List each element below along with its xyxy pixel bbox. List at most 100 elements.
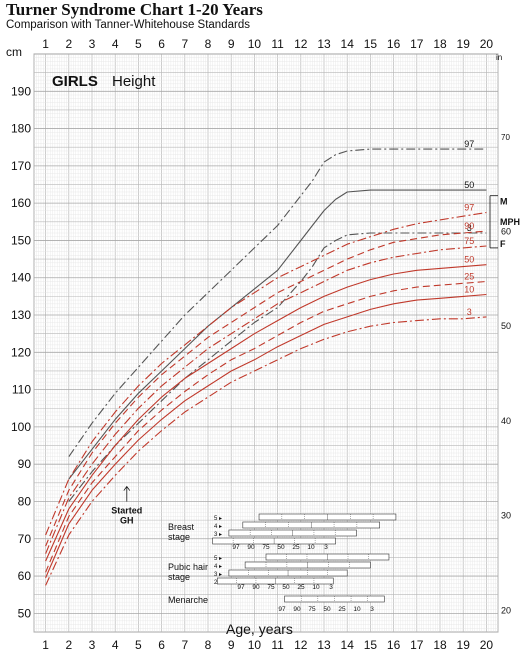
normal-series-p3 [68,232,487,502]
normal-series-p97 [68,148,487,458]
y-tick-label-in: 30 [501,511,511,521]
y-tick-label-cm: 160 [11,196,31,210]
panel-label-height: Height [112,73,156,90]
stage-label-2: stage [168,532,190,542]
stage-row-label: 4 ▸ [214,564,222,570]
stage-row-label: 3 ▸ [214,532,222,538]
x-tick-label-top: 16 [387,37,401,51]
menarche-percentile-label: 75 [308,606,316,613]
stage-label: Breast [168,522,195,532]
stage-percentile-label: 50 [277,544,285,551]
y-tick-label-cm: 90 [18,457,32,471]
y-tick-label-in: 50 [501,321,511,331]
stage-percentile-label: 10 [307,544,315,551]
x-tick-label-bottom: 16 [387,638,401,652]
x-tick-label-bottom: 10 [248,638,262,652]
turner-series-p10 [45,293,487,579]
x-tick-label-top: 2 [65,37,72,51]
turner-series-p97 [45,211,487,536]
x-tick-label-bottom: 4 [112,638,119,652]
stage-percentile-label: 10 [312,584,320,591]
x-tick-label-bottom: 3 [89,638,96,652]
x-tick-label-bottom: 11 [271,638,284,652]
x-tick-label-top: 1 [42,37,49,51]
turner-label-p10: 10 [464,285,474,295]
stage-percentile-label: 97 [232,544,240,551]
x-tick-label-top: 4 [112,37,119,51]
grid [33,53,499,633]
x-tick-label-top: 20 [480,37,494,51]
y-tick-label-cm: 190 [11,84,31,98]
x-tick-label-bottom: 20 [480,638,494,652]
x-tick-label-top: 19 [457,37,471,51]
turner-series-p90 [45,230,487,547]
y-tick-label-cm: 70 [18,532,32,546]
axes: 1122334455667788991010111112121313141415… [11,37,511,652]
y-tick-label-cm: 80 [18,494,32,508]
menarche-percentile-label: 90 [293,606,301,613]
turner-label-p90: 90 [464,221,474,231]
x-tick-label-bottom: 15 [364,638,378,652]
y-axis-label-in: in [496,53,502,62]
stage-percentile-label: 25 [292,544,300,551]
started-gh-arrowhead [123,485,131,491]
x-tick-label-top: 15 [364,37,378,51]
y-tick-label-cm: 140 [11,271,31,285]
y-tick-label-cm: 50 [18,606,32,620]
turner-series-p75 [45,245,487,554]
turner-series-p25 [45,280,487,573]
x-tick-label-top: 17 [410,37,424,51]
y-axis-label-cm: cm [6,45,22,59]
stage-percentile-label: 90 [247,544,255,551]
stage-row-label: 5 ▸ [214,556,222,562]
x-tick-label-bottom: 6 [158,638,165,652]
x-tick-label-top: 5 [135,37,142,51]
normal-series-p50 [68,189,487,480]
menarche-percentile-label: 50 [323,606,331,613]
stage-percentile-label: 50 [282,584,290,591]
stage-percentile-label: 3 [329,584,333,591]
percentile-labels: 97 50 3 97 90 75 50 25 10 3 M MPH F [464,139,520,317]
turner-label-p97: 97 [464,202,474,212]
x-tick-label-top: 3 [89,37,96,51]
turner-series-p50 [45,264,487,562]
x-tick-label-bottom: 14 [341,638,355,652]
y-tick-label-cm: 130 [11,308,31,322]
turner-label-p3: 3 [467,307,472,317]
x-tick-label-bottom: 19 [457,638,471,652]
turner-label-p25: 25 [464,271,474,281]
x-tick-label-top: 7 [181,37,188,51]
x-tick-label-top: 10 [248,37,262,51]
x-tick-label-top: 18 [433,37,447,51]
stage-percentile-label: 75 [262,544,270,551]
menarche-percentile-label: 97 [278,606,286,613]
x-axis-label: Age, years [226,621,293,637]
stage-row-label: 4 ▸ [214,524,222,530]
side-label-mph: MPH [500,217,520,227]
chart-subtitle: Comparison with Tanner-Whitehouse Standa… [6,19,250,31]
panel-label-girls: GIRLS [52,73,98,90]
x-tick-label-top: 14 [341,37,355,51]
x-tick-label-top: 9 [228,37,235,51]
normal-label-p3: 3 [467,223,472,233]
turner-series-p3 [45,316,487,586]
stage-label-2: stage [168,572,190,582]
turner-label-p50: 50 [464,255,474,265]
x-tick-label-bottom: 17 [410,638,424,652]
stage-percentile-label: 3 [324,544,328,551]
x-tick-label-top: 8 [205,37,212,51]
y-tick-label-cm: 170 [11,159,31,173]
x-tick-label-bottom: 7 [181,638,188,652]
x-tick-label-top: 12 [294,37,308,51]
x-tick-label-bottom: 13 [317,638,331,652]
x-tick-label-top: 11 [271,37,284,51]
stage-percentile-label: 97 [237,584,245,591]
normal-label-p50: 50 [464,180,474,190]
x-tick-label-top: 6 [158,37,165,51]
gh-label: GH [120,516,134,526]
stage-row-label: 3 ▸ [214,572,222,578]
y-tick-label-in: 40 [501,416,511,426]
x-tick-label-bottom: 9 [228,638,235,652]
